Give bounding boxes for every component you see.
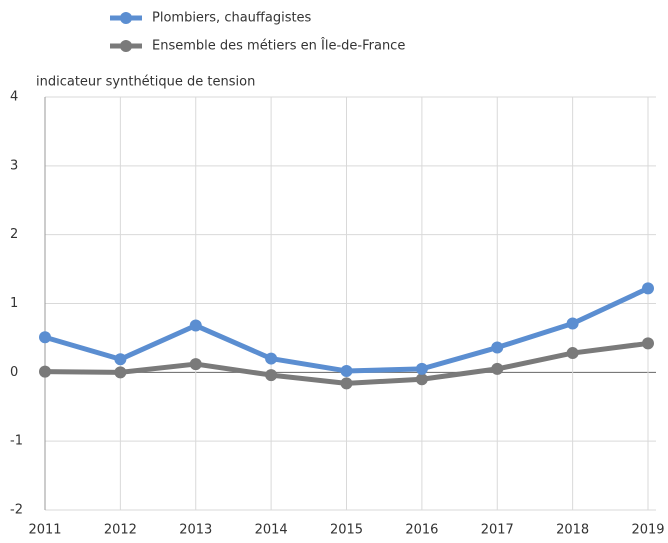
data-point: [189, 358, 202, 371]
data-point: [415, 362, 428, 375]
data-point: [642, 282, 654, 295]
legend-marker: [120, 12, 132, 24]
x-tick-label: 2017: [481, 523, 514, 538]
y-tick-label: 2: [10, 227, 18, 242]
data-point: [642, 337, 654, 350]
data-point: [114, 353, 127, 366]
data-point: [39, 365, 51, 378]
y-tick-label: 0: [10, 365, 18, 380]
y-tick-label: 1: [10, 296, 18, 311]
data-point: [566, 317, 579, 330]
data-point: [491, 362, 504, 375]
y-tick-label: 4: [10, 90, 18, 105]
data-point: [340, 364, 353, 377]
x-tick-label: 2013: [179, 523, 212, 538]
data-point: [39, 331, 51, 344]
data-point: [566, 347, 579, 360]
data-point: [265, 352, 278, 365]
data-point: [265, 369, 278, 382]
x-tick-label: 2012: [104, 523, 137, 538]
legend-label: Plombiers, chauffagistes: [152, 11, 312, 26]
legend-marker: [120, 40, 132, 52]
x-tick-label: 2019: [631, 523, 664, 538]
data-point: [189, 319, 202, 332]
x-tick-label: 2014: [255, 523, 288, 538]
y-axis-label: indicateur synthétique de tension: [36, 75, 255, 90]
data-point: [415, 373, 428, 386]
y-tick-label: -1: [10, 434, 23, 449]
y-tick-label: -2: [10, 503, 23, 518]
x-tick-label: 2016: [405, 523, 438, 538]
data-point: [114, 366, 127, 379]
x-tick-label: 2011: [28, 523, 61, 538]
data-point: [340, 377, 353, 390]
data-point: [491, 341, 504, 354]
legend-label: Ensemble des métiers en Île-de-France: [152, 38, 405, 54]
x-tick-label: 2018: [556, 523, 589, 538]
y-tick-label: 3: [10, 158, 18, 173]
x-tick-label: 2015: [330, 523, 363, 538]
